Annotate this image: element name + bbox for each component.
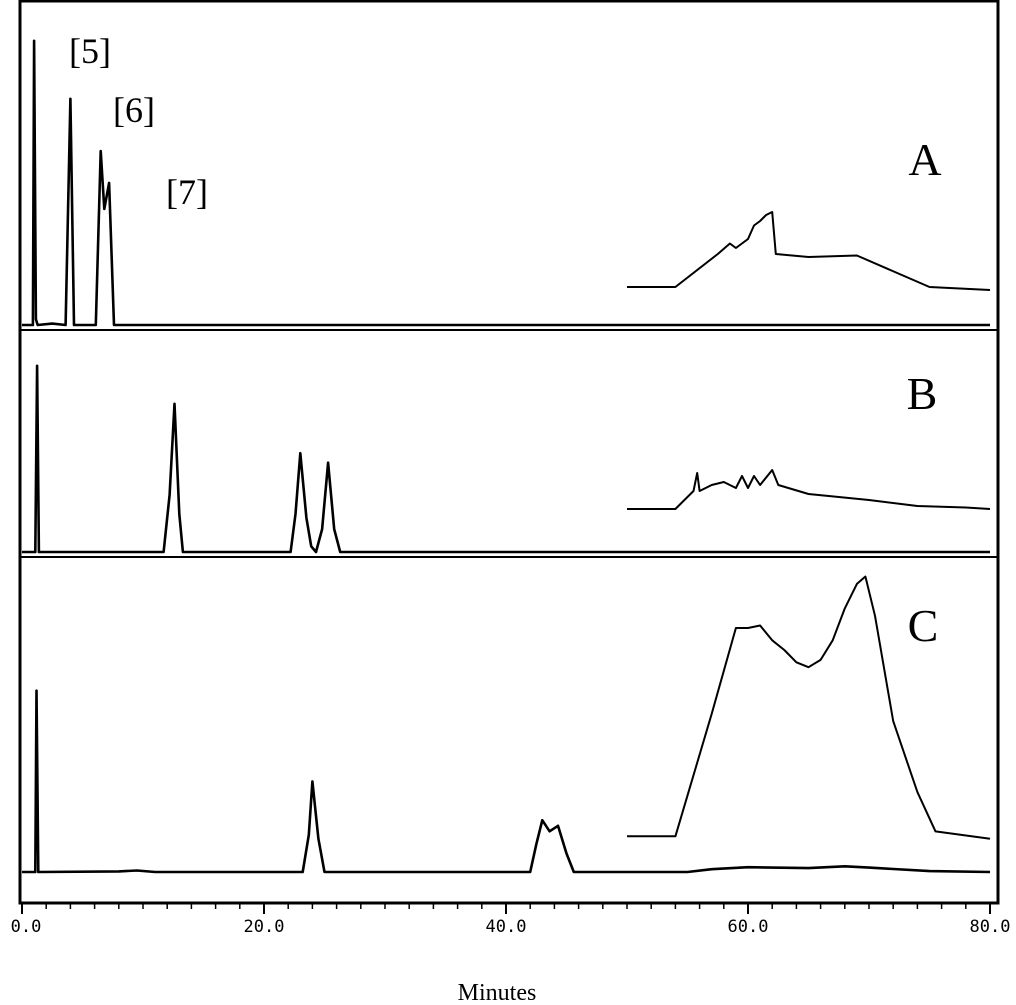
panel-label-b: B	[907, 368, 938, 419]
panel-a-main-trace	[22, 39, 990, 327]
panel-b-overlay-trace	[627, 469, 991, 510]
x-tick-label: 20.0	[244, 917, 285, 937]
panel-b: B	[22, 364, 991, 554]
peak-label-6: [6]	[113, 90, 155, 130]
x-tick-label: 40.0	[486, 917, 527, 937]
x-tick-label: 0.0	[11, 917, 42, 937]
panel-c-main-trace	[22, 689, 991, 874]
x-axis-title: Minutes	[458, 980, 537, 1005]
plot-frame	[18, 0, 1000, 905]
panel-c: C	[22, 575, 991, 874]
x-tick-label: 60.0	[728, 917, 769, 937]
x-axis: 0.0 20.0 40.0 60.0 80.0	[11, 903, 1011, 937]
panel-label-c: C	[908, 600, 939, 651]
x-tick-label: 80.0	[970, 917, 1011, 937]
peak-label-5: [5]	[69, 31, 111, 71]
panel-label-a: A	[908, 134, 941, 185]
panel-a: A [5][6] [7]	[22, 31, 991, 327]
panel-b-main-trace	[22, 364, 990, 554]
peak-label-7: [7]	[166, 172, 208, 212]
panel-a-overlay-trace	[627, 211, 991, 291]
panel-c-overlay-trace	[627, 575, 991, 840]
